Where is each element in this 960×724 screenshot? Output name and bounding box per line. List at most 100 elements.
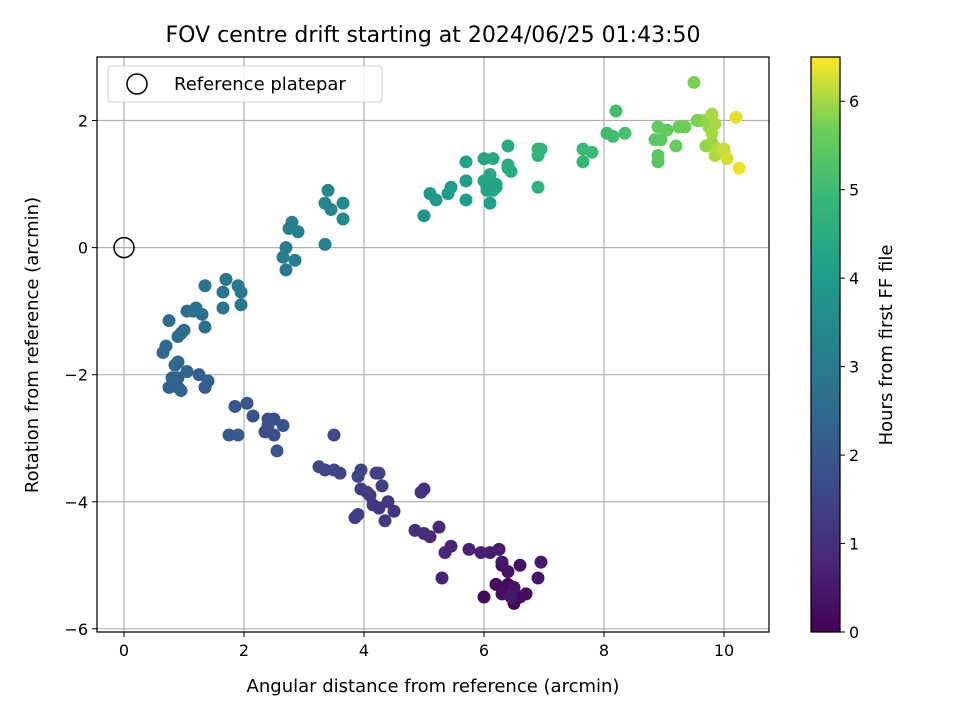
data-point [519, 587, 533, 601]
data-point [198, 279, 212, 293]
data-point [486, 152, 500, 166]
data-point [660, 123, 674, 137]
data-point [477, 590, 491, 604]
data-point [321, 183, 335, 197]
data-point [336, 196, 350, 210]
x-axis-label: Angular distance from reference (arcmin) [247, 676, 620, 697]
data-point [354, 482, 368, 496]
data-point [327, 463, 341, 477]
data-point [534, 555, 548, 569]
data-point [216, 301, 230, 315]
data-point [669, 139, 683, 153]
colorbar-tick-label: 4 [849, 269, 859, 288]
colorbar-tick-label: 5 [849, 181, 859, 200]
data-point [477, 152, 491, 166]
data-point [336, 212, 350, 226]
colorbar-tick-label: 3 [849, 358, 859, 377]
reference-marker [113, 236, 135, 259]
legend: Reference platepar [107, 65, 383, 103]
data-point [654, 133, 668, 147]
data-point [585, 145, 599, 159]
data-point [489, 577, 503, 591]
data-point [438, 546, 452, 560]
data-point [162, 314, 176, 328]
reference-point [113, 236, 135, 259]
data-points [156, 75, 746, 610]
data-point [285, 215, 299, 229]
x-tick-label: 8 [599, 641, 609, 660]
data-point [408, 523, 422, 537]
data-point [651, 148, 665, 162]
legend-box [107, 65, 383, 103]
data-point [444, 180, 458, 194]
data-point [327, 428, 341, 442]
data-point [459, 155, 473, 169]
data-point [531, 180, 545, 194]
y-tick-label: 0 [78, 239, 88, 258]
data-point [483, 196, 497, 210]
data-point [372, 466, 386, 480]
data-point [732, 161, 746, 175]
data-point [231, 428, 245, 442]
data-point [531, 571, 545, 585]
data-point [234, 285, 248, 299]
data-point [261, 412, 275, 426]
colorbar-label: Hours from first FF file [876, 245, 897, 446]
data-point [501, 565, 515, 579]
data-point [387, 504, 401, 518]
data-point [705, 107, 719, 121]
data-point [618, 126, 632, 140]
data-point [270, 444, 284, 458]
data-point [174, 384, 188, 398]
data-point [501, 158, 515, 172]
data-point [279, 241, 293, 255]
data-point [192, 368, 206, 382]
y-tick-label: −6 [64, 620, 88, 639]
data-point [180, 365, 194, 379]
data-point [378, 514, 392, 528]
data-point [375, 479, 389, 493]
data-point [228, 399, 242, 413]
colorbar-tick-label: 0 [849, 623, 859, 642]
x-tick-label: 2 [239, 641, 249, 660]
data-point [414, 485, 428, 499]
data-point [324, 202, 338, 216]
data-point [576, 155, 590, 169]
x-tick-label: 6 [479, 641, 489, 660]
x-axis-ticks: 0 2 4 6 8 10 [119, 632, 734, 660]
data-point [219, 272, 233, 286]
data-point [513, 558, 527, 572]
y-tick-label: 2 [78, 112, 88, 131]
colorbar [810, 56, 841, 633]
data-point [291, 225, 305, 239]
data-point [459, 193, 473, 207]
data-point [168, 358, 182, 372]
x-tick-label: 0 [119, 641, 129, 660]
data-point [492, 542, 506, 556]
data-point [240, 396, 254, 410]
data-point [156, 345, 170, 359]
data-point [234, 298, 248, 312]
colorbar-tick-label: 2 [849, 446, 859, 465]
data-point [318, 463, 332, 477]
colorbar-tick-label: 1 [849, 535, 859, 554]
data-point [531, 142, 545, 156]
data-point [351, 469, 365, 483]
y-tick-label: −2 [64, 366, 88, 385]
data-point [504, 590, 518, 604]
y-axis-label: Rotation from reference (arcmin) [22, 197, 43, 493]
x-tick-label: 10 [714, 641, 734, 660]
data-point [216, 285, 230, 299]
grid [97, 57, 769, 632]
y-axis-ticks: −6 −4 −2 0 2 [64, 112, 97, 639]
plot-frame [96, 56, 770, 633]
data-point [276, 419, 290, 433]
colorbar-tick-label: 6 [849, 92, 859, 111]
data-point [165, 371, 179, 385]
data-point [246, 409, 260, 423]
data-point [678, 120, 692, 134]
x-tick-label: 4 [359, 641, 369, 660]
data-point [279, 263, 293, 277]
data-point [423, 187, 437, 201]
